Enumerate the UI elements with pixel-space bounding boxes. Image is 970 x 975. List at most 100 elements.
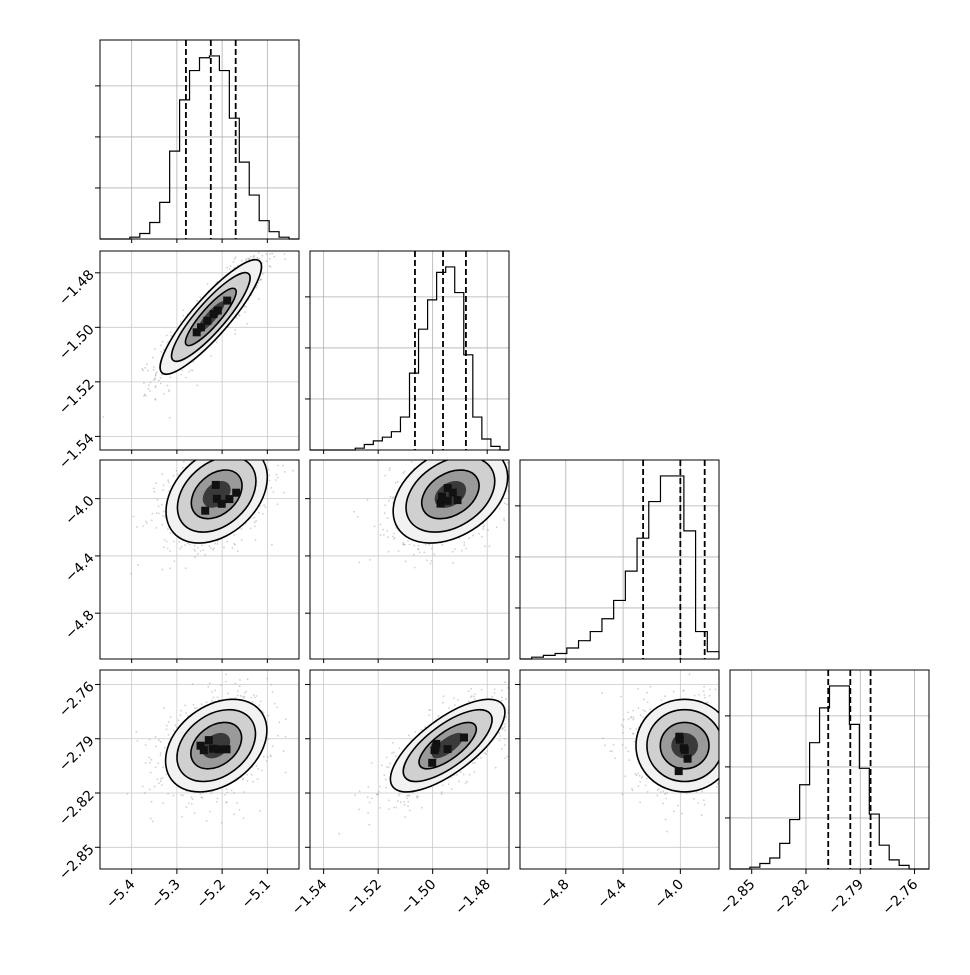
sample-point [229,456,231,458]
sample-point [167,528,169,530]
sample-point [265,506,267,508]
sample-point [495,767,497,769]
hist-panel-2 [515,460,719,659]
sample-point [504,443,506,445]
sample-point [158,782,160,784]
sample-point [251,774,253,776]
sample-point [738,721,740,723]
sample-point [357,516,359,518]
sample-point [263,756,265,758]
sample-point [632,790,634,792]
sample-point [545,682,547,684]
sample-point [380,534,382,536]
sample-point [379,786,381,788]
sample-point [266,678,268,680]
panel-frame [520,460,719,659]
sample-point [146,363,148,365]
sample-point [397,481,399,483]
sample-point [216,342,218,344]
sample-point [517,746,519,748]
sample-point [409,544,411,546]
sample-point [417,796,419,798]
sample-point [148,388,150,390]
sample-point [390,496,392,498]
sample-point [384,512,386,514]
density-peak [201,507,209,515]
sample-point [477,454,479,456]
sample-point [275,479,277,481]
sample-point [194,550,196,552]
sample-point [250,442,252,444]
sample-point [404,804,406,806]
sample-point [208,545,210,547]
sample-point [161,504,163,506]
sample-point [197,553,199,555]
sample-point [203,456,205,458]
sample-point [266,760,268,762]
sample-point [215,457,217,459]
sample-point [263,504,265,506]
sample-point [468,690,470,692]
sample-point [254,526,256,528]
sample-point [170,532,172,534]
pair-panel-3-2 [515,664,761,869]
sample-point [153,379,155,381]
density-peak [444,484,452,492]
sample-point [155,527,157,529]
sample-point [261,769,263,771]
sample-point [402,472,404,474]
sample-point [256,257,258,259]
pair-panel-1-0 [95,218,299,451]
density-peak [460,734,468,742]
sample-point [536,440,538,442]
sample-point [358,809,360,811]
sample-point [167,793,169,795]
sample-point [264,240,266,242]
sample-point [468,437,470,439]
sample-point [225,674,227,676]
sample-point [194,812,196,814]
sample-point [160,778,162,780]
sample-point [269,258,271,260]
sample-point [468,453,470,455]
sample-point [269,480,271,482]
sample-point [497,451,499,453]
sample-point [399,793,401,795]
sample-point [266,253,268,255]
sample-point [644,710,646,712]
sample-point [238,447,240,449]
sample-point [250,697,252,699]
sample-point [233,534,235,536]
sample-point [142,369,144,371]
sample-point [241,528,243,530]
sample-point [149,789,151,791]
sample-point [235,329,237,331]
sample-point [457,454,459,456]
sample-point [456,774,458,776]
sample-point [222,454,224,456]
sample-point [231,431,233,433]
sample-point [459,457,461,459]
sample-point [167,547,169,549]
sample-point [403,450,405,452]
sample-point [160,741,162,743]
sample-point [393,538,395,540]
sample-point [447,458,449,460]
sample-point [209,682,211,684]
sample-point [262,255,264,257]
sample-point [486,457,488,459]
sample-point [494,692,496,694]
sample-point [239,445,241,447]
sample-point [169,550,171,552]
sample-point [452,551,454,553]
sample-point [256,765,258,767]
sample-point [466,458,468,460]
sample-point [254,433,256,435]
sample-point [277,735,279,737]
sample-point [353,511,355,513]
sample-point [285,718,287,720]
sample-point [157,499,159,501]
sample-point [444,455,446,457]
sample-point [182,467,184,469]
